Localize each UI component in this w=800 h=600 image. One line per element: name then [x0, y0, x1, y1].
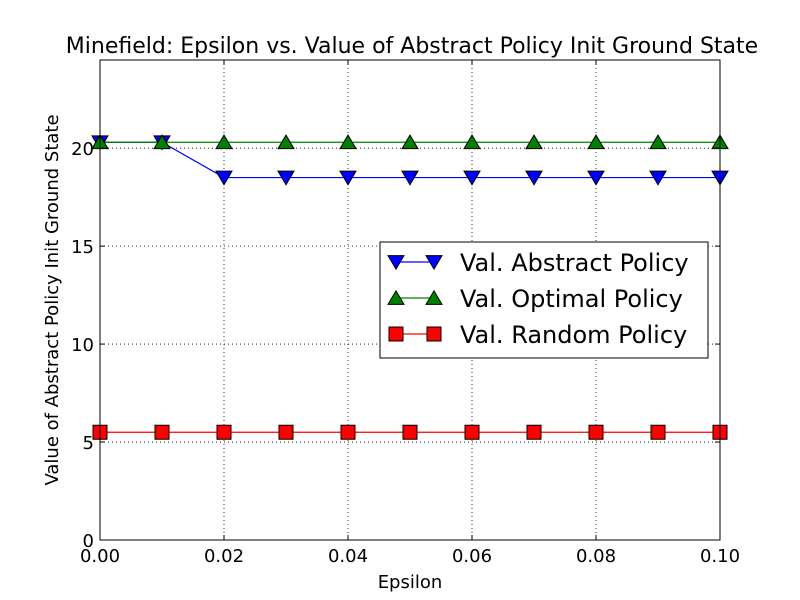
data-point-0-3	[277, 170, 295, 186]
chart-title: Minefield: Epsilon vs. Value of Abstract…	[66, 34, 758, 59]
legend-marker-2	[426, 326, 442, 342]
data-point-0-7	[525, 170, 543, 186]
data-point-2-5	[402, 424, 418, 440]
data-point-1-8	[587, 134, 605, 150]
legend-label-2: Val. Random Policy	[460, 321, 687, 349]
data-point-1-7	[525, 134, 543, 150]
data-point-1-3	[277, 134, 295, 150]
y-tick-label: 10	[71, 335, 94, 356]
data-point-2-2	[216, 424, 232, 440]
data-point-1-1	[153, 134, 171, 150]
data-point-2-7	[526, 424, 542, 440]
x-tick-label: 0.08	[576, 546, 616, 567]
data-point-2-1	[154, 424, 170, 440]
legend-label-1: Val. Optimal Policy	[460, 285, 683, 313]
x-tick-label: 0.02	[204, 546, 244, 567]
legend-marker-1	[425, 289, 443, 305]
y-tick-label: 5	[83, 433, 94, 454]
y-tick-label: 15	[71, 237, 94, 258]
legend: Val. Abstract Policy Val. Optimal Policy V…	[379, 241, 709, 359]
y-tick-label: 0	[83, 531, 94, 552]
legend-marker-1	[387, 289, 405, 305]
data-point-2-8	[588, 424, 604, 440]
data-point-2-9	[650, 424, 666, 440]
data-point-2-3	[278, 424, 294, 440]
plot-frame	[99, 59, 721, 541]
x-tick-label: 0.00	[80, 546, 120, 567]
data-point-1-6	[463, 134, 481, 150]
data-point-0-2	[215, 170, 233, 186]
x-tick-label: 0.04	[328, 546, 368, 567]
data-point-0-9	[649, 170, 667, 186]
x-axis-label: Epsilon	[378, 572, 443, 593]
legend-marker-2	[388, 326, 404, 342]
data-point-1-2	[215, 134, 233, 150]
legend-marker-0	[387, 255, 405, 271]
ticks: 0.00 0.02 0.04 0.06 0.08 0.10 0 5 10 15 20	[71, 60, 740, 567]
data-point-1-5	[401, 134, 419, 150]
data-point-2-4	[340, 424, 356, 440]
data-point-0-5	[401, 170, 419, 186]
legend-marker-0	[425, 255, 443, 271]
data-point-1-9	[649, 134, 667, 150]
legend-label-0: Val. Abstract Policy	[460, 249, 689, 277]
x-tick-label: 0.10	[700, 546, 740, 567]
x-tick-label: 0.06	[452, 546, 492, 567]
data-point-0-8	[587, 170, 605, 186]
data-point-0-4	[339, 170, 357, 186]
y-tick-label: 20	[71, 139, 94, 160]
data-point-2-6	[464, 424, 480, 440]
y-axis-label: Value of Abstract Policy Init Ground Sta…	[42, 114, 63, 485]
data-point-0-6	[463, 170, 481, 186]
data-point-1-4	[339, 134, 357, 150]
